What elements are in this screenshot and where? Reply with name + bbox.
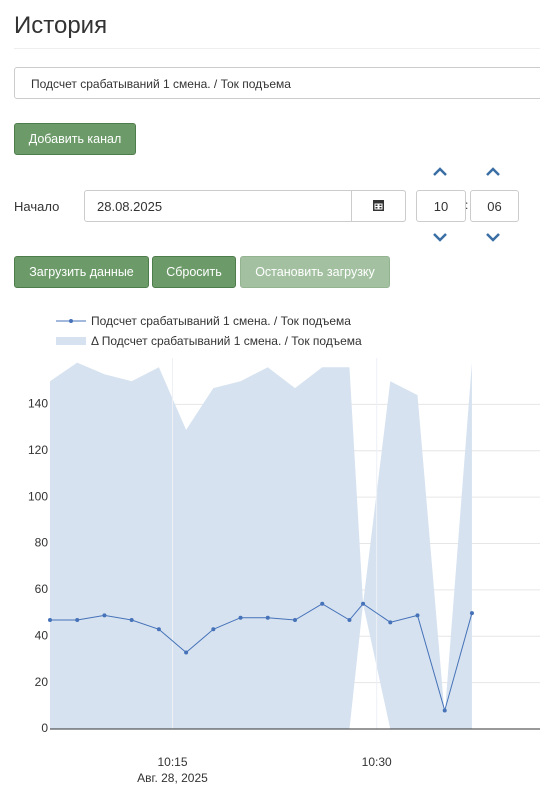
data-point <box>415 613 420 618</box>
data-point <box>129 618 134 623</box>
data-point <box>75 618 80 623</box>
divider <box>14 48 540 49</box>
y-tick-label: 40 <box>35 628 49 642</box>
data-point <box>102 613 107 618</box>
y-tick-label: 140 <box>28 397 48 411</box>
data-point <box>388 620 393 625</box>
legend-label: Подсчет срабатываний 1 смена. / Ток подъ… <box>91 314 351 328</box>
data-point <box>442 708 447 713</box>
data-point <box>320 601 325 606</box>
legend-label: Δ Подсчет срабатываний 1 смена. / Ток по… <box>91 334 362 348</box>
x-date-label: Авг. 28, 2025 <box>137 771 208 785</box>
add-channel-button[interactable]: Добавить канал <box>14 123 136 155</box>
data-point <box>238 615 243 620</box>
legend-dot <box>69 319 73 323</box>
data-point <box>211 627 216 632</box>
data-point <box>361 601 366 606</box>
range-area <box>50 362 472 729</box>
data-point <box>48 618 52 623</box>
y-tick-label: 80 <box>35 536 49 550</box>
y-tick-label: 120 <box>28 443 48 457</box>
data-point <box>156 627 161 632</box>
chart: Подсчет срабатываний 1 смена. / Ток подъ… <box>28 314 540 785</box>
minute-down[interactable] <box>485 231 501 243</box>
x-tick-label: 10:30 <box>362 755 392 769</box>
data-point <box>184 650 189 655</box>
y-tick-label: 100 <box>28 489 48 503</box>
page-title: История <box>14 12 108 39</box>
start-label: Начало <box>14 199 60 214</box>
calendar-button[interactable] <box>351 190 406 222</box>
legend-swatch <box>56 337 86 345</box>
x-tick-label: 10:15 <box>157 755 187 769</box>
minute-input[interactable]: 06 <box>470 190 519 222</box>
reset-button[interactable]: Сбросить <box>152 256 236 288</box>
y-tick-label: 0 <box>41 721 48 735</box>
minute-up[interactable] <box>485 166 501 178</box>
time-separator: : <box>465 198 469 212</box>
load-button[interactable]: Загрузить данные <box>14 256 149 288</box>
data-point <box>293 618 297 623</box>
channel-select[interactable]: Подсчет срабатываний 1 смена. / Ток подъ… <box>14 67 540 99</box>
hour-up[interactable] <box>432 166 448 178</box>
y-tick-label: 20 <box>35 675 49 689</box>
hour-down[interactable] <box>432 231 448 243</box>
y-tick-label: 60 <box>35 582 49 596</box>
data-point <box>265 615 270 620</box>
calendar-icon <box>373 200 384 211</box>
hour-input[interactable]: 10 <box>416 190 466 222</box>
stop-button: Остановить загрузку <box>240 256 390 288</box>
data-point <box>347 618 352 623</box>
data-point <box>469 611 474 616</box>
